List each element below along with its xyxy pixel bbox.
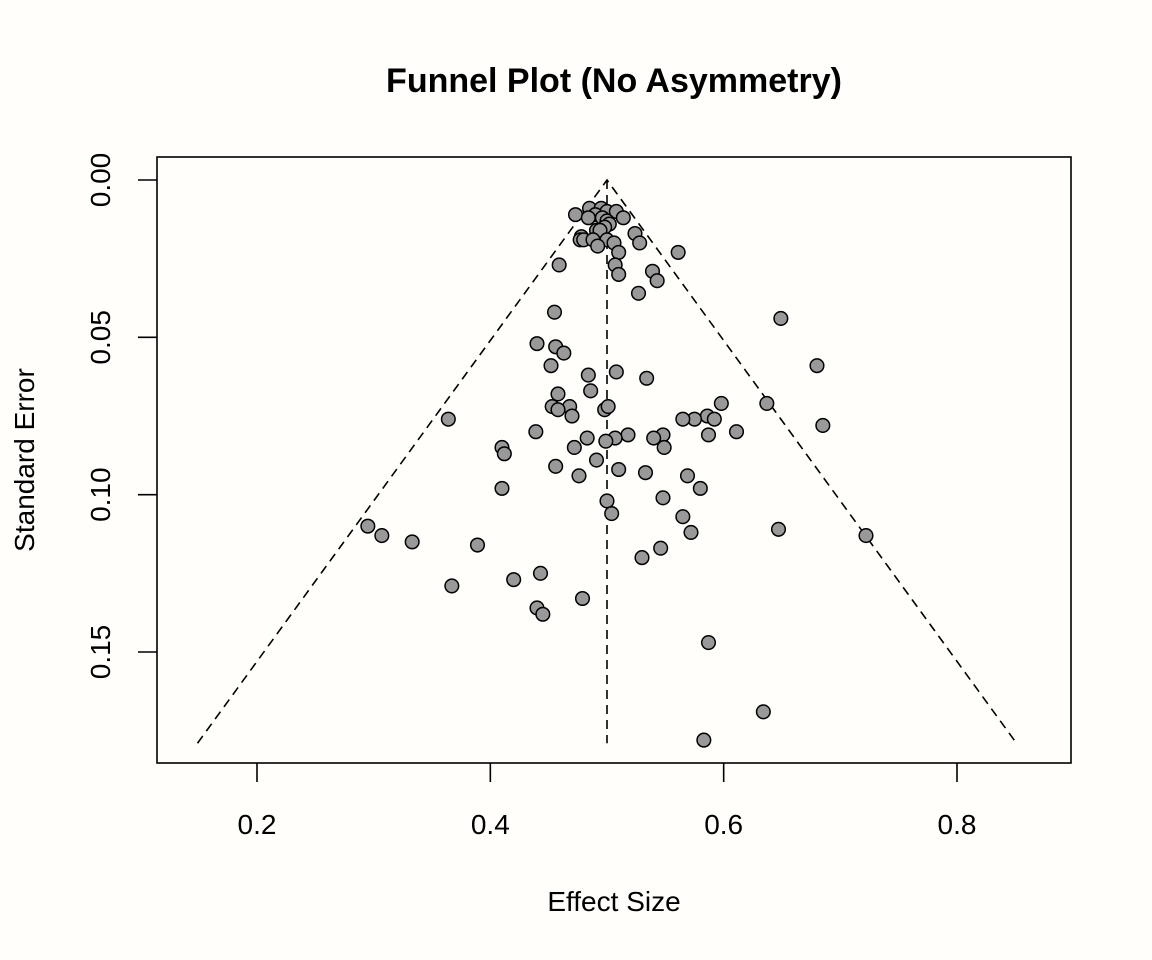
data-point [532,565,549,581]
funnel-layer [196,178,1018,744]
data-point [551,257,567,273]
data-point [543,358,559,374]
data-point [759,395,775,411]
data-point [692,480,708,496]
data-point [374,528,390,544]
data-point [590,238,606,254]
data-point [646,430,662,446]
data-point [579,430,595,446]
x-tick-label: 0.2 [238,809,277,840]
points-layer [360,200,874,748]
data-point [550,402,566,418]
data-point [588,452,605,468]
data-point [529,336,545,352]
y-tick-label: 0.15 [85,625,116,680]
data-point [649,273,665,289]
data-point [548,458,564,474]
x-tick-label: 0.4 [471,809,510,840]
data-point [655,490,671,506]
data-point [535,606,551,622]
data-point [611,244,627,260]
data-point [656,439,672,456]
data-point [611,266,627,282]
y-tick-label: 0.05 [85,310,116,365]
funnel-boundary [196,178,1018,744]
data-point [706,411,722,427]
data-point [815,417,831,433]
data-point [675,411,691,427]
chart-title: Funnel Plot (No Asymmetry) [386,62,842,100]
x-tick-label: 0.8 [938,809,977,840]
data-point [755,704,771,720]
data-point [528,424,544,440]
data-point [773,310,789,327]
data-point [630,285,647,301]
data-point [566,439,582,456]
data-point [809,358,825,374]
y-tick-label: 0.10 [85,467,116,521]
data-point [567,207,584,223]
data-point [858,528,874,544]
data-point [670,244,686,260]
data-point [632,235,648,251]
data-point [564,408,580,424]
data-point [496,446,512,462]
data-point [604,505,620,522]
x-axis: 0.2 0.4 0.6 0.8 [238,763,977,840]
data-point [469,537,486,553]
plot-frame [156,156,1072,764]
data-point [580,367,596,383]
data-point [506,572,522,588]
x-axis-label: Effect Size [547,886,680,917]
data-point [599,493,615,509]
data-point [713,395,729,411]
data-point [770,521,787,537]
data-point [608,364,624,380]
x-tick-label: 0.6 [704,809,743,840]
data-point [728,424,745,440]
data-point [639,370,655,386]
data-point [571,468,587,484]
data-point [574,590,591,607]
data-point [444,578,460,594]
data-point [360,518,376,534]
data-point [700,427,717,443]
data-point [683,524,699,540]
data-point [679,468,696,484]
data-point [440,411,456,427]
data-point [598,433,614,449]
y-axis: 0.00 0.05 0.10 0.15 [85,153,157,680]
data-point [634,550,650,566]
data-point [675,509,691,525]
data-point [696,732,712,748]
data-point [700,635,717,651]
data-point [580,210,596,226]
data-point [583,383,599,399]
data-point [404,534,420,550]
data-point [550,386,566,402]
data-point [637,465,654,481]
data-point [653,540,669,556]
data-point [620,427,636,443]
data-point [494,480,510,496]
y-axis-label: Standard Error [9,368,40,552]
data-point [600,399,616,415]
data-point [615,210,631,226]
data-point [546,304,563,320]
data-point [611,461,627,478]
data-point [556,345,572,361]
y-tick-label: 0.00 [85,153,116,208]
